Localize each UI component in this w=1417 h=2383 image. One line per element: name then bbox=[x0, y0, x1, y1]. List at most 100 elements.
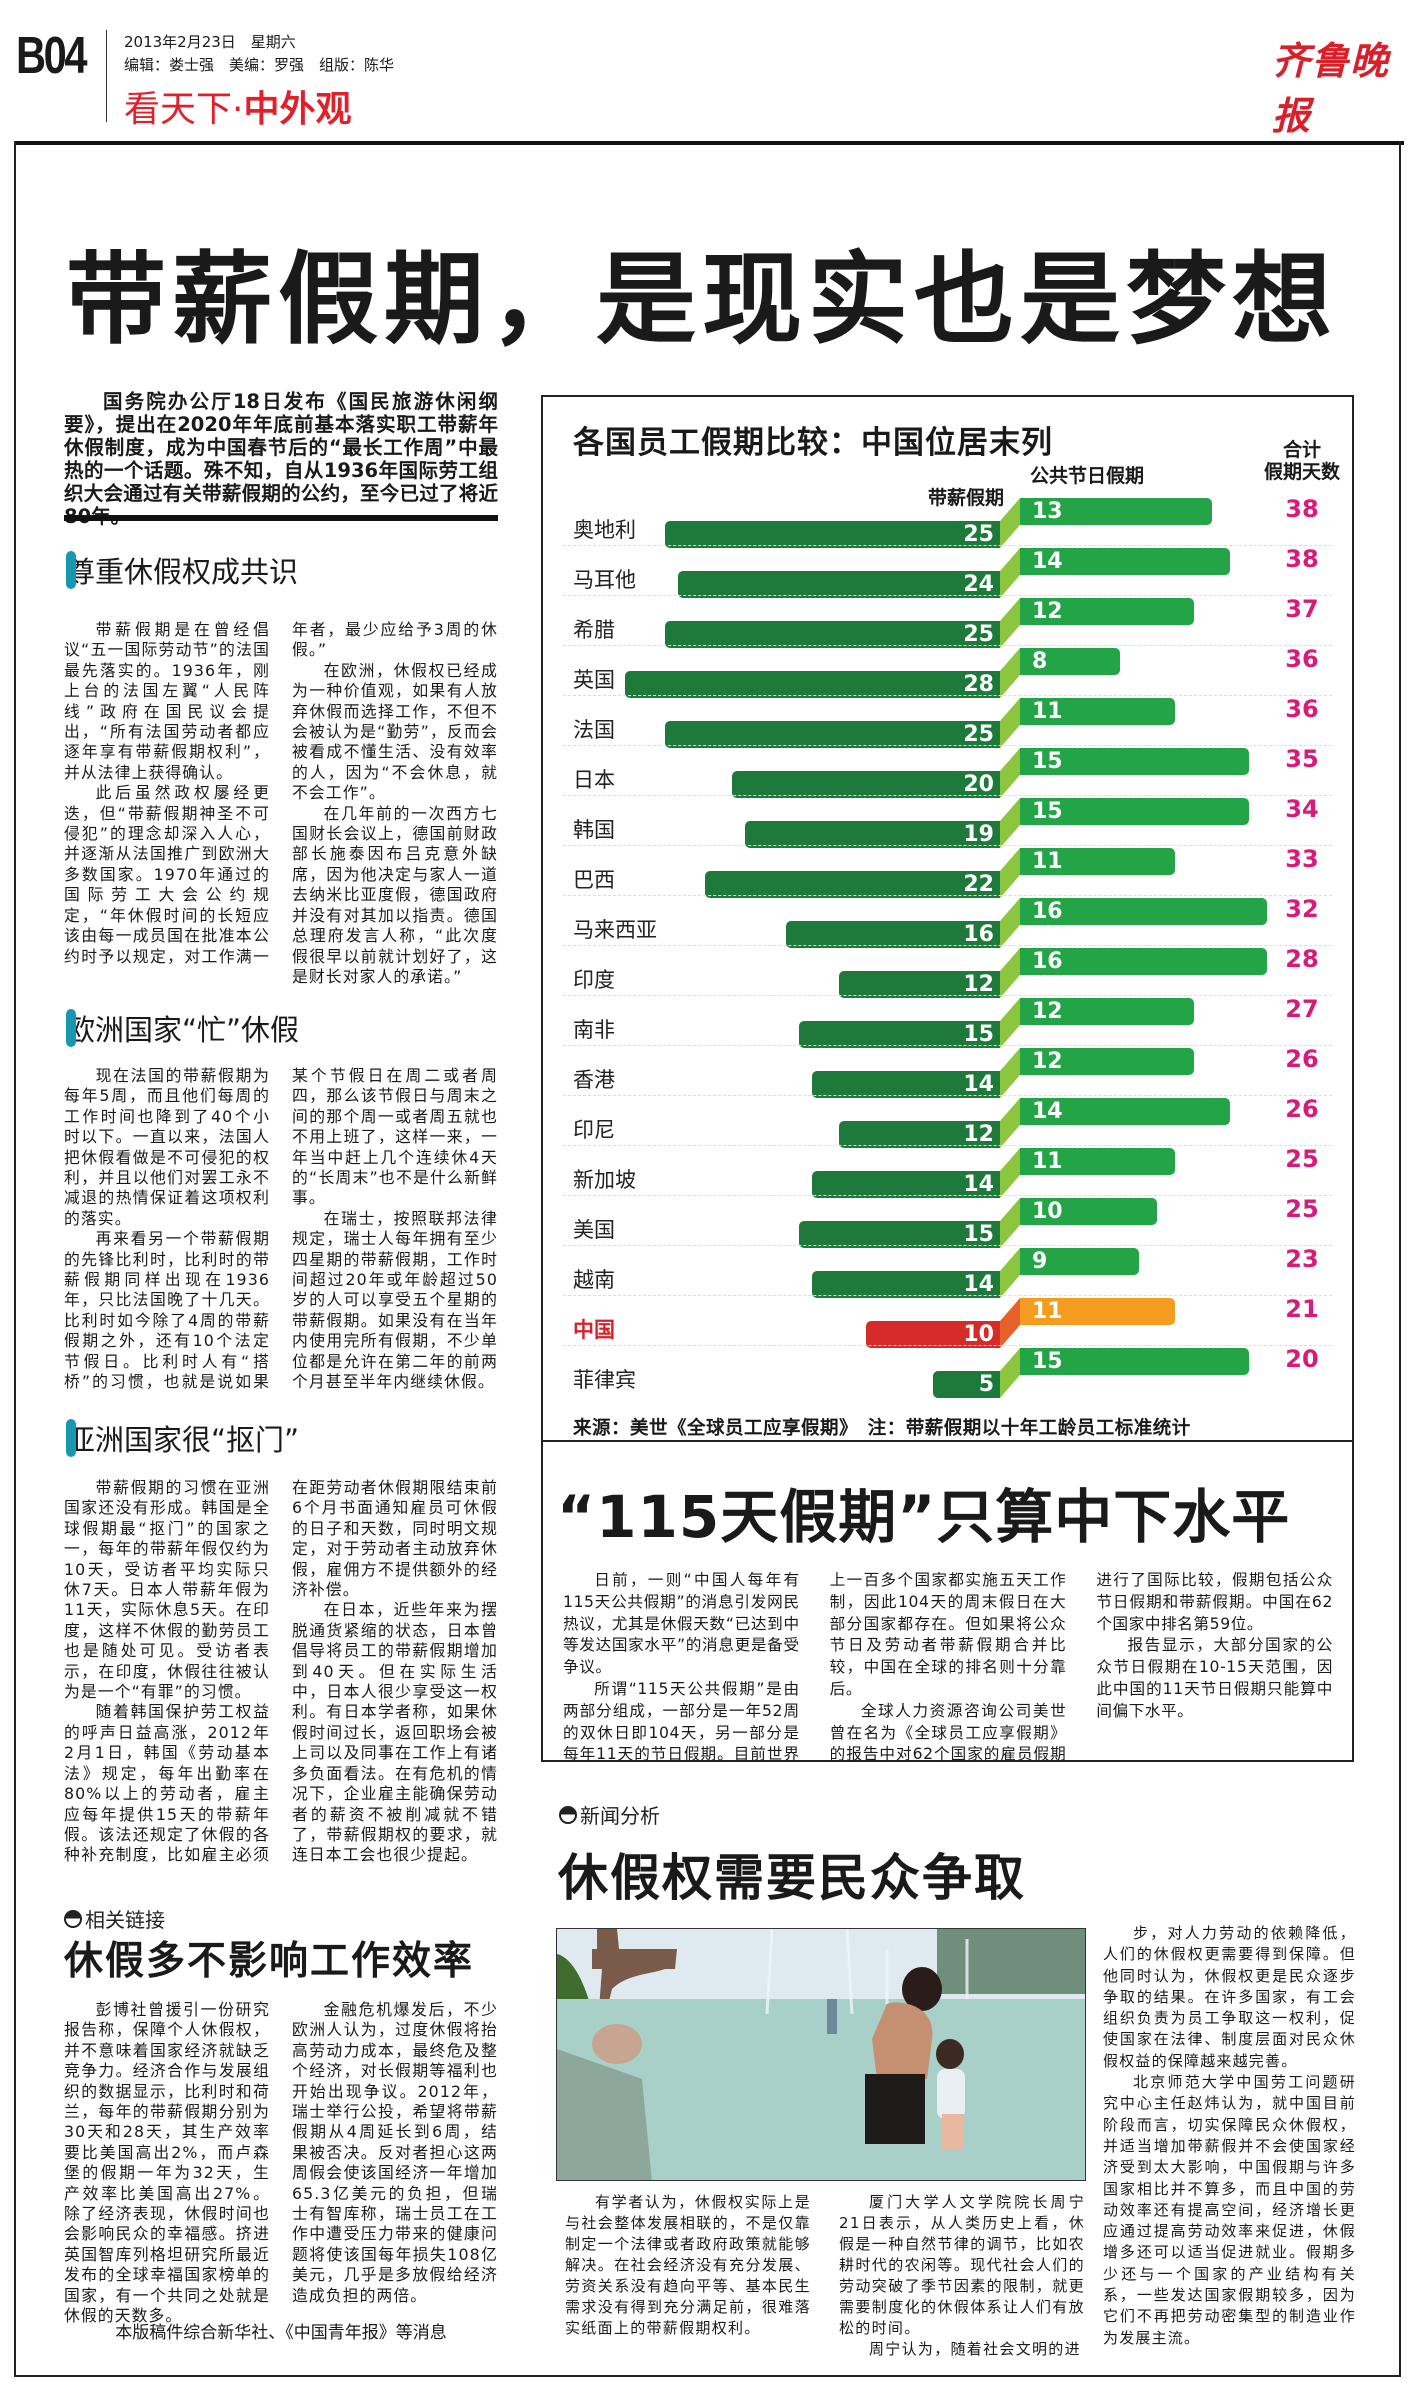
total-days: 38 bbox=[1285, 495, 1319, 523]
row-separator bbox=[563, 1145, 1332, 1146]
total-days: 25 bbox=[1285, 1145, 1319, 1173]
article-115-body: 日前，一则“中国人每年有115天公共假期”的消息引发网民热议，尤其是休假天数“已… bbox=[563, 1570, 1333, 1766]
paragraph: 彭博社曾援引一份研究报告称，保障个人休假权，并不意味着国家经济就缺乏竞争力。经济… bbox=[64, 2000, 270, 2326]
paid-leave-bar: 20 bbox=[732, 771, 1000, 798]
paid-leave-bar: 15 bbox=[799, 1021, 1000, 1048]
country-label: 南非 bbox=[573, 1018, 615, 1042]
paragraph: 在几年前的一次西方七国财长会议上，德国前财政部长施泰因布吕克意外缺席，因为他决定… bbox=[292, 803, 498, 986]
frame-left bbox=[14, 141, 16, 2377]
total-days: 28 bbox=[1285, 945, 1319, 973]
total-header-line2: 假期天数 bbox=[1263, 461, 1340, 483]
row-separator bbox=[563, 645, 1332, 646]
country-label: 印尼 bbox=[573, 1118, 615, 1142]
public-holiday-bar: 13 bbox=[1020, 498, 1212, 525]
paid-leave-header: 带薪假期 bbox=[927, 487, 1004, 509]
issue-date: 2013年2月23日 星期六 bbox=[124, 33, 296, 51]
total-days: 38 bbox=[1285, 545, 1319, 573]
section-body: 现在法国的带薪假期为每年5周，而且他们每周的工作时间也降到了40个小时以下。一直… bbox=[64, 1066, 498, 1393]
page-number: B04 bbox=[16, 27, 88, 85]
public-holiday-bar: 14 bbox=[1020, 1098, 1231, 1125]
country-label: 新加坡 bbox=[573, 1168, 636, 1192]
related-body: 彭博社曾援引一份研究报告称，保障个人休假权，并不意味着国家经济就缺乏竞争力。经济… bbox=[64, 2000, 498, 2327]
bar-connector bbox=[1000, 948, 1020, 998]
section-marker-icon bbox=[66, 1419, 76, 1457]
total-days: 26 bbox=[1285, 1095, 1319, 1123]
bar-connector bbox=[1000, 548, 1020, 598]
total-days: 26 bbox=[1285, 1045, 1319, 1073]
row-separator bbox=[563, 745, 1332, 746]
paragraph: 在瑞士，按照联邦法律规定，瑞士人每年拥有至少四星期的带薪假期，工作时间超过20年… bbox=[292, 1208, 498, 1392]
section-name-bold: 中外观 bbox=[243, 89, 352, 130]
public-holiday-bar: 11 bbox=[1020, 698, 1176, 725]
lead-rule bbox=[64, 515, 498, 521]
row-separator bbox=[563, 1045, 1332, 1046]
row-separator bbox=[563, 1095, 1332, 1096]
paragraph: 带薪假期是在曾经倡议“五一国际劳动节”的法国最先落实的。1936年，刚上台的法国… bbox=[64, 620, 270, 782]
section-name-plain: 看天下· bbox=[124, 89, 244, 130]
public-holiday-bar: 15 bbox=[1020, 1348, 1249, 1375]
paragraph: 全球人力资源咨询公司美世曾在名为《全球员工应享假期》的报告中对62个国家的雇员假… bbox=[829, 1571, 1333, 1764]
country-label: 香港 bbox=[573, 1068, 615, 1092]
paragraph: 在欧洲，休假权已经成为一种价值观，如果有人放弃休假而选择工作，不但不会被认为是“… bbox=[292, 660, 498, 803]
section-marker-icon bbox=[66, 551, 76, 589]
total-header-line1: 合计 bbox=[1282, 439, 1321, 461]
analysis-tag: 新闻分析 bbox=[559, 1800, 660, 1829]
paid-leave-bar: 15 bbox=[799, 1221, 1000, 1248]
bar-connector bbox=[1000, 998, 1020, 1048]
main-headline: 带薪假期，是现实也是梦想 bbox=[66, 241, 1338, 358]
article-115-headline: “115天假期”只算中下水平 bbox=[557, 1483, 1291, 1551]
paragraph: 此后虽然政权屡经更迭，但“带薪假期神圣不可侵犯”的理念却深入人心，并逐渐从法国推… bbox=[64, 620, 498, 966]
row-separator bbox=[563, 1345, 1332, 1346]
total-header: 合计 假期天数 bbox=[1257, 439, 1347, 483]
paragraph: 北京师范大学中国劳工问题研究中心主任赵炜认为，就中国目前阶段而言，切实保障民众休… bbox=[1103, 2073, 1356, 2347]
paid-leave-bar: 14 bbox=[812, 1071, 1000, 1098]
paragraph: 有学者认为，休假权实际上是与社会整体发展相联的，不是仅靠制定一个法律或者政府政策… bbox=[565, 2193, 811, 2337]
total-days: 25 bbox=[1285, 1195, 1319, 1223]
paid-leave-bar: 25 bbox=[665, 721, 1000, 748]
section-heading: 欧洲国家“忙”休假 bbox=[66, 1008, 299, 1048]
section-title: 尊重休假权成共识 bbox=[66, 555, 299, 589]
country-label: 美国 bbox=[573, 1218, 615, 1242]
paragraph: 日前，一则“中国人每年有115天公共假期”的消息引发网民热议，尤其是休假天数“已… bbox=[563, 1571, 800, 1677]
bar-connector bbox=[1000, 898, 1020, 948]
header-rule bbox=[14, 141, 1404, 145]
total-days: 23 bbox=[1285, 1245, 1319, 1273]
paid-leave-bar: 10 bbox=[866, 1321, 1000, 1348]
paid-leave-bar: 14 bbox=[812, 1171, 1000, 1198]
bar-connector bbox=[1000, 598, 1020, 648]
row-separator bbox=[563, 1295, 1332, 1296]
chart-source: 来源：美世《全球员工应享假期》 注：带薪假期以十年工龄员工标准统计 bbox=[573, 1418, 1191, 1439]
section-heading: 亚洲国家很“抠门” bbox=[66, 1418, 299, 1458]
public-holiday-bar: 15 bbox=[1020, 748, 1249, 775]
bar-connector bbox=[1000, 1098, 1020, 1148]
section-body: 带薪假期的习惯在亚洲国家还没有形成。韩国是全球假期最“抠门”的国家之一，每年的带… bbox=[64, 1478, 498, 1866]
public-holiday-bar: 15 bbox=[1020, 798, 1249, 825]
total-days: 36 bbox=[1285, 645, 1319, 673]
paragraph: 周宁认为，随着社会文明的进 bbox=[869, 2340, 1081, 2358]
paragraph: 金融危机爆发后，不少欧洲人认为，过度休假将抬高劳动力成本，最终危及整个经济，对长… bbox=[292, 2000, 498, 2305]
section-body: 带薪假期是在曾经倡议“五一国际劳动节”的法国最先落实的。1936年，刚上台的法国… bbox=[64, 620, 498, 987]
paragraph: 所谓“115天公共假期”是由两部分组成，一部分是一年52周的双休日即104天，另… bbox=[563, 1571, 1067, 1764]
row-separator bbox=[563, 595, 1332, 596]
paragraph: 厦门大学人文学院院长周宁21日表示，从人类历史上看，休假是一种自然节律的调节，比… bbox=[839, 2193, 1085, 2337]
public-holiday-bar: 12 bbox=[1020, 598, 1194, 625]
paid-leave-bar: 19 bbox=[745, 821, 1000, 848]
total-days: 33 bbox=[1285, 845, 1319, 873]
country-label: 印度 bbox=[573, 968, 615, 992]
row-separator bbox=[563, 695, 1332, 696]
bar-connector bbox=[1000, 748, 1020, 798]
vacation-chart: 各国员工假期比较：中国位居末列 带薪假期 公共节日假期 合计 假期天数 奥地利 25… bbox=[541, 395, 1354, 1442]
bar-connector bbox=[1000, 848, 1020, 898]
paragraph: 现在法国的带薪假期为每年5周，而且他们每周的工作时间也降到了40个小时以下。一直… bbox=[64, 1066, 270, 1228]
section-name: 看天下·中外观 bbox=[124, 80, 351, 132]
total-days: 35 bbox=[1285, 745, 1319, 773]
public-holiday-bar: 10 bbox=[1020, 1198, 1157, 1225]
row-separator bbox=[563, 895, 1332, 896]
public-holiday-bar: 16 bbox=[1020, 948, 1267, 975]
paid-leave-bar: 28 bbox=[624, 671, 1000, 698]
public-holiday-bar: 12 bbox=[1020, 1048, 1194, 1075]
row-separator bbox=[563, 995, 1332, 996]
bar-connector bbox=[1000, 1348, 1020, 1398]
chart-title: 各国员工假期比较：中国位居末列 bbox=[573, 425, 1053, 461]
section-title: 欧洲国家“忙”休假 bbox=[66, 1013, 300, 1047]
